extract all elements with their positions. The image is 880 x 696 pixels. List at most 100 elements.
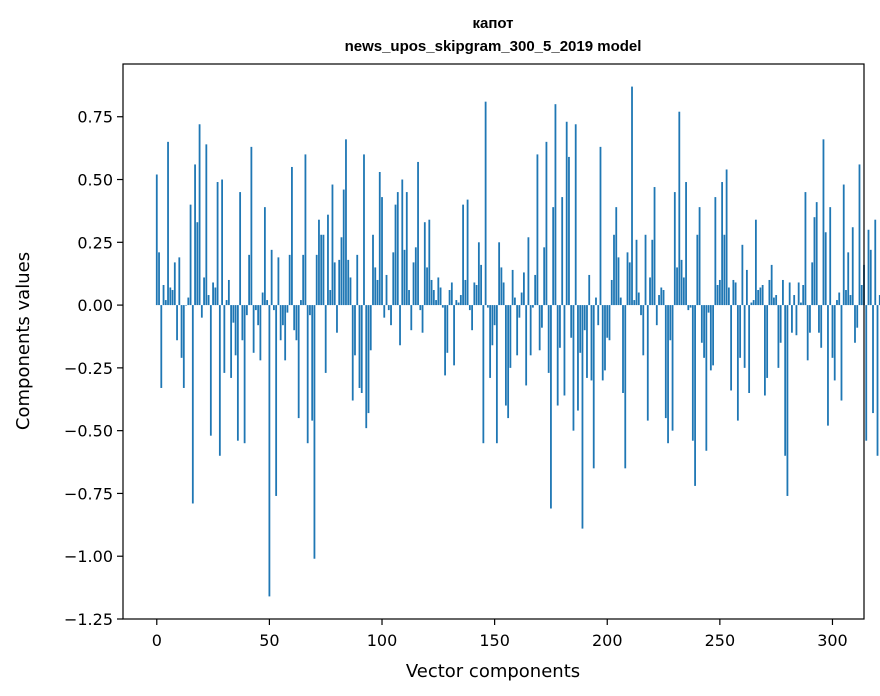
bar-component-9 (176, 305, 178, 341)
bar-component-150 (493, 305, 496, 326)
bar-component-156 (507, 305, 510, 419)
bar-component-123 (432, 290, 435, 306)
bar-component-182 (565, 121, 568, 306)
y-tick-label: 0.75 (77, 108, 113, 127)
bar-component-222 (655, 305, 658, 326)
bar-component-21 (203, 277, 205, 306)
bar-component-78 (331, 184, 334, 306)
bar-component-295 (820, 305, 823, 348)
bar-component-60 (291, 166, 293, 306)
bar-component-305 (842, 184, 845, 306)
bar-component-158 (511, 269, 514, 306)
bar-component-15 (189, 204, 192, 306)
bar-component-191 (586, 305, 588, 378)
bar-component-49 (266, 300, 269, 306)
bar-component-11 (180, 305, 183, 358)
bar-component-220 (651, 239, 654, 306)
bar-component-202 (610, 279, 613, 306)
bar-component-278 (782, 279, 784, 306)
bar-component-131 (450, 282, 453, 306)
bar-component-206 (619, 297, 622, 306)
bar-component-81 (338, 259, 341, 306)
bar-component-170 (538, 305, 541, 351)
bar-component-179 (559, 305, 561, 348)
bar-component-97 (374, 267, 377, 306)
bar-component-294 (818, 305, 820, 333)
y-tick-label: −1.25 (64, 610, 113, 629)
bar-component-66 (304, 154, 307, 306)
bar-component-174 (547, 305, 550, 373)
bar-component-133 (455, 300, 458, 306)
bar-component-211 (631, 86, 633, 306)
bar-component-169 (536, 154, 539, 306)
bar-component-245 (707, 305, 710, 313)
bar-component-193 (590, 305, 593, 381)
bar-component-213 (635, 239, 638, 306)
bar-component-70 (313, 305, 316, 559)
bar-component-75 (324, 305, 327, 373)
y-tick-label: 0.25 (77, 233, 113, 252)
bar-component-240 (696, 234, 699, 306)
bar-component-277 (779, 305, 782, 343)
x-tick-label: 200 (592, 631, 623, 650)
x-tick-label: 250 (705, 631, 736, 650)
bar-component-116 (417, 161, 419, 306)
bar-component-306 (845, 290, 847, 306)
bar-component-219 (649, 277, 651, 306)
y-tick-label: −0.75 (64, 484, 113, 503)
bar-component-108 (399, 305, 401, 346)
bar-component-122 (430, 279, 433, 306)
bar-component-221 (653, 187, 656, 306)
bar-component-200 (606, 305, 609, 338)
bar-component-16 (191, 305, 194, 504)
bar-component-166 (529, 305, 532, 356)
bar-component-257 (734, 282, 737, 306)
bar-component-292 (813, 217, 816, 306)
bar-component-289 (806, 305, 809, 361)
bar-component-268 (759, 287, 762, 306)
bar-component-230 (673, 192, 676, 306)
bar-component-246 (709, 305, 712, 371)
x-axis-ticks: 0 50 100 150 200 250 300 (152, 619, 848, 650)
bar-component-183 (568, 156, 570, 306)
bar-component-241 (698, 207, 701, 306)
bar-component-111 (405, 192, 408, 306)
bar-component-64 (300, 300, 302, 306)
bar-component-297 (824, 232, 827, 306)
x-tick-label: 50 (259, 631, 279, 650)
bar-component-50 (268, 305, 271, 597)
bar-component-54 (277, 257, 280, 306)
bar-component-303 (838, 292, 841, 306)
bar-component-74 (322, 234, 325, 306)
bar-component-94 (367, 305, 370, 414)
bar-component-190 (583, 305, 586, 331)
bar-component-205 (617, 257, 620, 306)
bar-component-285 (797, 282, 800, 306)
bar-component-84 (345, 139, 347, 306)
x-tick-label: 150 (479, 631, 510, 650)
bar-component-33 (230, 305, 233, 378)
bar-component-35 (234, 305, 237, 356)
bar-component-263 (748, 305, 751, 393)
bar-component-276 (777, 305, 780, 368)
bar-component-175 (550, 305, 552, 509)
bar-component-320 (876, 305, 879, 456)
bar-component-149 (491, 305, 494, 346)
bar-component-261 (743, 305, 746, 368)
bar-component-236 (687, 305, 690, 311)
bar-component-235 (685, 182, 687, 306)
bar-component-293 (815, 202, 818, 306)
bar-component-151 (495, 305, 498, 444)
bar-component-24 (209, 305, 212, 436)
bar-component-93 (365, 305, 368, 429)
bar-component-184 (570, 305, 573, 338)
bar-component-57 (284, 305, 287, 361)
x-tick-label: 100 (367, 631, 398, 650)
bar-component-212 (633, 300, 636, 306)
bar-component-315 (865, 305, 868, 441)
bar-component-296 (822, 139, 825, 306)
bar-component-42 (250, 146, 253, 306)
bar-component-308 (849, 295, 852, 306)
bar-component-136 (462, 204, 464, 306)
bar-component-59 (288, 254, 291, 306)
